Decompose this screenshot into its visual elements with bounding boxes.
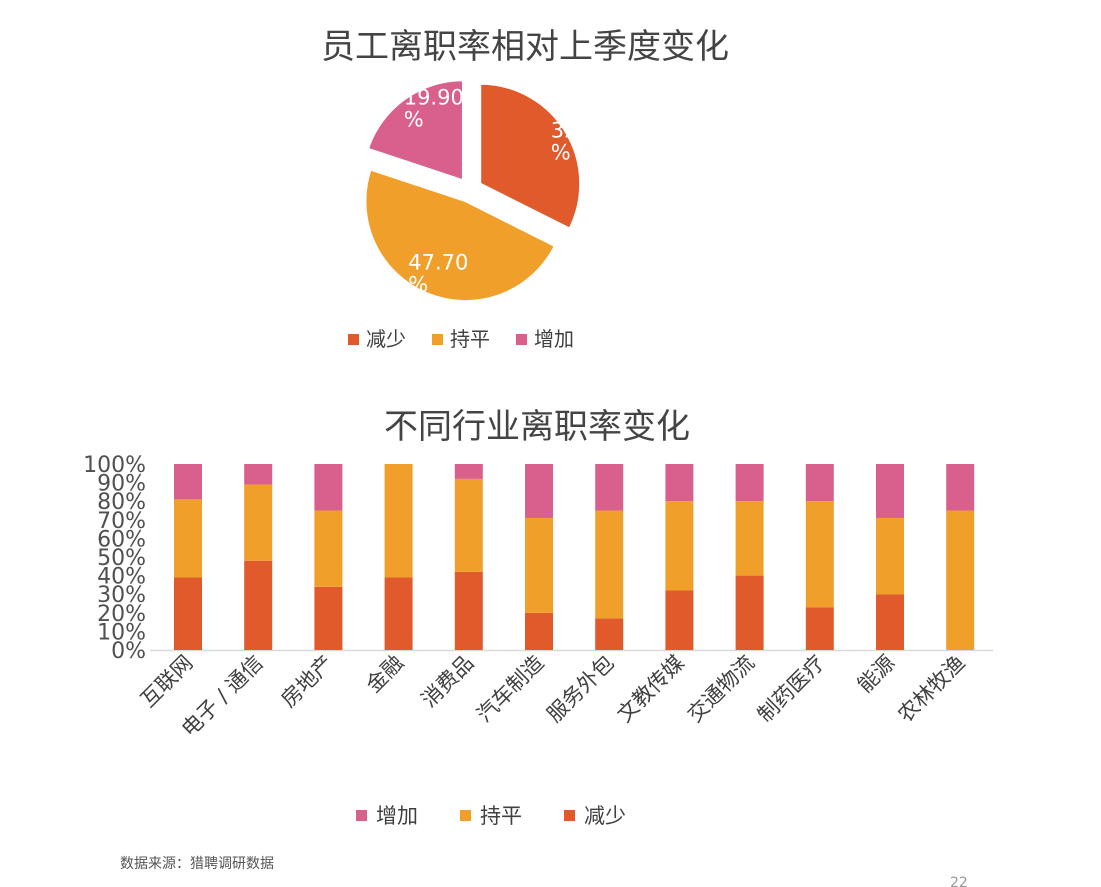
- pie-slice-增加: [366, 79, 464, 182]
- y-tick-label: 80%: [97, 490, 146, 515]
- bar-segment-减少: [525, 612, 553, 650]
- bar-segment-减少: [805, 607, 834, 650]
- y-tick-label: 0%: [111, 639, 146, 664]
- pie-legend: 减少 持平 增加: [348, 327, 574, 351]
- y-tick-label: 30%: [97, 583, 146, 608]
- pie-slices: [364, 79, 582, 303]
- bar-chart: 不同行业离职率变化 0%10%20%30%40%50%60%70%80%90%1…: [83, 407, 993, 828]
- bar-segment-减少: [174, 577, 202, 650]
- y-tick-label: 40%: [97, 565, 146, 590]
- legend-label: 减少: [366, 327, 406, 351]
- x-tick-label: 消费品: [417, 651, 479, 713]
- pie-value-label: 19.90%: [404, 86, 464, 132]
- legend-swatch: [564, 810, 575, 821]
- pie-title: 员工离职率相对上季度变化: [321, 27, 729, 67]
- bar-segment-增加: [174, 464, 202, 500]
- bar-segment-增加: [665, 464, 694, 502]
- x-tick-label: 制药医疗: [753, 651, 829, 727]
- bar-segment-持平: [454, 478, 483, 572]
- pie-value-labels: 32.40 % 47.70 % 19.90%: [404, 86, 611, 297]
- pie-value-label: 32.40%: [551, 118, 611, 164]
- legend-label: 增加: [376, 804, 418, 828]
- y-tick-label: 10%: [97, 620, 146, 645]
- bar-segment-增加: [525, 464, 553, 518]
- bar-segment-减少: [384, 577, 413, 650]
- y-tick-label: 20%: [97, 602, 146, 627]
- x-tick-label: 金融: [361, 651, 408, 698]
- bar-segment-减少: [735, 575, 764, 650]
- legend-swatch: [432, 334, 443, 345]
- pie-value-label: 47.70%: [408, 250, 468, 296]
- bar-segment-增加: [805, 464, 834, 502]
- bar-segment-持平: [384, 464, 413, 578]
- page-number: 22: [950, 875, 968, 887]
- bar-segment-减少: [454, 571, 483, 650]
- bar-segment-增加: [876, 464, 904, 518]
- legend-swatch: [356, 810, 367, 821]
- bar-legend: 增加 持平 减少: [356, 804, 626, 828]
- y-tick-label: 60%: [97, 527, 146, 552]
- bar-segment-增加: [454, 464, 483, 479]
- legend-swatch: [348, 334, 359, 345]
- bar-segment-减少: [244, 560, 273, 650]
- bar-segment-减少: [314, 586, 343, 650]
- bar-segment-增加: [314, 464, 343, 511]
- bar-segment-持平: [525, 517, 553, 613]
- bar-segment-持平: [665, 501, 694, 591]
- legend-swatch: [460, 810, 471, 821]
- bar-segment-持平: [946, 510, 975, 650]
- bar-title: 不同行业离职率变化: [384, 407, 690, 447]
- x-tick-label: 交通物流: [683, 651, 759, 727]
- bar-segment-持平: [595, 510, 624, 619]
- x-tick-label: 房地产: [276, 651, 338, 713]
- bar-segment-增加: [946, 464, 975, 511]
- y-tick-label: 50%: [97, 546, 146, 571]
- bar-segment-减少: [595, 618, 624, 650]
- bar-segment-持平: [805, 501, 834, 608]
- bar-segment-持平: [735, 501, 764, 576]
- legend-label: 减少: [584, 804, 626, 828]
- bar-segment-减少: [876, 594, 904, 650]
- bar-segment-持平: [174, 499, 202, 578]
- bar-segments: [174, 464, 975, 650]
- y-tick-label: 90%: [97, 472, 146, 497]
- bar-segment-持平: [876, 517, 904, 595]
- pie-slice-减少: [479, 82, 582, 230]
- bar-segment-减少: [665, 590, 694, 650]
- legend-label: 持平: [450, 327, 490, 351]
- bar-segment-增加: [735, 464, 764, 502]
- bar-segment-增加: [595, 464, 624, 511]
- y-tick-label: 70%: [97, 509, 146, 534]
- x-tick-label: 文教传媒: [613, 651, 689, 727]
- source-note: 数据来源：猎聘调研数据: [120, 856, 274, 872]
- x-tick-label: 能源: [853, 651, 900, 698]
- pie-chart: 员工离职率相对上季度变化 32.40 % 47.70 % 19.90% 减少 持平 增加: [321, 27, 729, 351]
- x-tick-label: 农林牧渔: [893, 651, 969, 727]
- bar-segment-增加: [244, 464, 273, 485]
- bar-segment-持平: [314, 510, 343, 587]
- y-tick-label: 100%: [83, 453, 146, 478]
- legend-label: 持平: [480, 804, 522, 828]
- bar-segment-持平: [244, 484, 273, 561]
- y-axis-ticks: 0%10%20%30%40%50%60%70%80%90%100%: [83, 453, 146, 664]
- x-tick-label: 服务外包: [542, 651, 618, 727]
- x-tick-label: 汽车制造: [472, 651, 548, 727]
- legend-label: 增加: [534, 327, 574, 351]
- legend-swatch: [516, 334, 527, 345]
- pie-slice-持平: [364, 168, 557, 303]
